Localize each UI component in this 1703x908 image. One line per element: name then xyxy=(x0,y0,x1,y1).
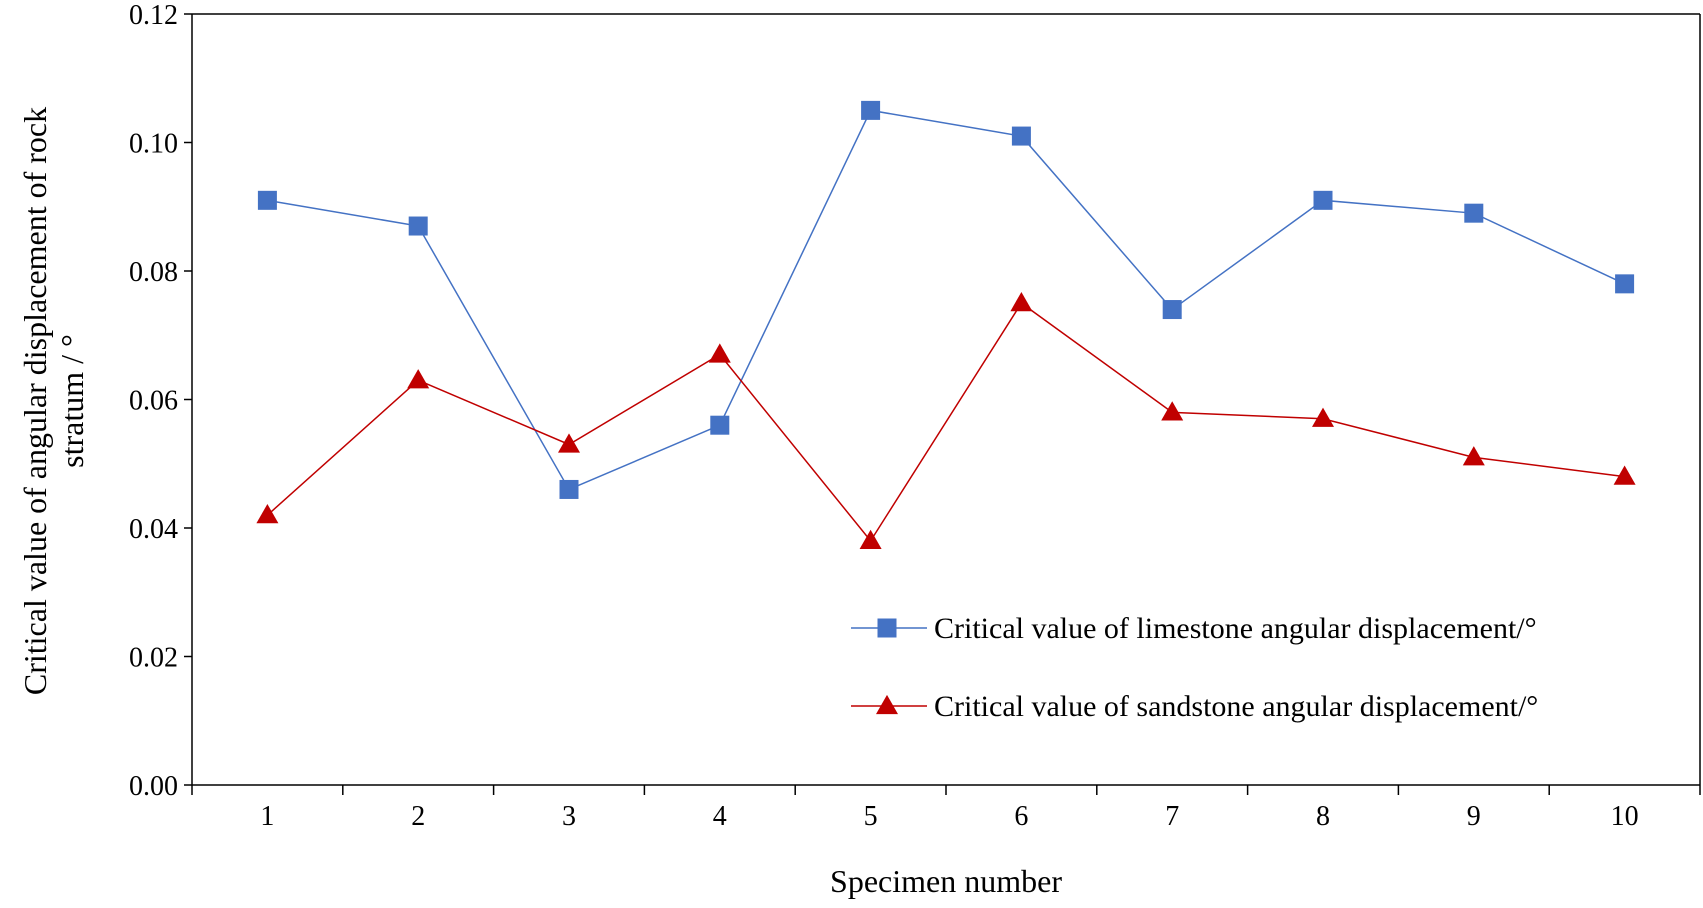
y-tick-label: 0.04 xyxy=(129,514,178,545)
series-2-point xyxy=(1010,291,1033,312)
series-2-point xyxy=(708,343,731,363)
series-1-point xyxy=(1313,190,1333,210)
x-tick-label: 7 xyxy=(1165,801,1179,832)
x-tick-label: 2 xyxy=(411,801,425,832)
x-tick-label: 1 xyxy=(260,801,274,832)
series-2-point xyxy=(407,369,430,389)
series-1-point xyxy=(408,216,428,236)
series-2-point xyxy=(1312,407,1334,427)
series-1-point xyxy=(861,100,881,120)
series-1-point xyxy=(1464,203,1484,223)
series-2-point xyxy=(859,529,882,549)
series-1-point xyxy=(1162,300,1182,320)
series-2-point xyxy=(1613,465,1636,485)
y-tick-label: 0.08 xyxy=(129,257,178,288)
x-tick-label: 9 xyxy=(1467,801,1481,832)
series-line xyxy=(266,302,1625,543)
series-1-point xyxy=(1011,126,1031,146)
x-axis-title: Specimen number xyxy=(830,863,1062,899)
y-axis-title: Critical value of angular displacement o… xyxy=(17,107,90,695)
x-axis-ticks: 1 2 3 4 5 6 7 8 9 10 xyxy=(191,785,1701,832)
series-1-point xyxy=(559,479,579,499)
y-tick-label: 0.10 xyxy=(129,129,178,160)
series-2 xyxy=(256,291,1636,549)
x-tick-label: 8 xyxy=(1316,801,1330,832)
series-1-point xyxy=(257,190,277,210)
y-tick-label: 0.12 xyxy=(129,0,178,31)
legend-label: Critical value of limestone angular disp… xyxy=(934,612,1537,645)
series-line xyxy=(267,109,1625,491)
y-axis-ticks: 0.00 0.02 0.04 0.06 0.08 0.10 0.12 xyxy=(129,0,192,802)
x-tick-label: 5 xyxy=(864,801,878,832)
series-2-point xyxy=(256,503,279,524)
series-layer xyxy=(256,100,1636,549)
y-axis-title-line-2: stratum / ° xyxy=(54,334,90,468)
series-1-point xyxy=(710,415,730,435)
legend-label: Critical value of sandstone angular disp… xyxy=(934,690,1538,723)
series-1-point xyxy=(1615,274,1635,294)
series-2-point xyxy=(1161,401,1184,421)
legend: Critical value of limestone angular disp… xyxy=(851,612,1538,723)
y-tick-label: 0.00 xyxy=(129,771,178,802)
series-1 xyxy=(257,100,1635,499)
y-axis-title-line-1: Critical value of angular displacement o… xyxy=(17,107,53,695)
plot-frame xyxy=(191,13,1701,786)
x-tick-label: 3 xyxy=(562,801,576,832)
y-tick-label: 0.02 xyxy=(129,643,178,674)
legend-marker xyxy=(877,618,897,638)
series-2-point xyxy=(1462,446,1485,466)
y-tick-label: 0.06 xyxy=(129,386,178,417)
x-tick-label: 6 xyxy=(1014,801,1028,832)
legend-item-1: Critical value of limestone angular disp… xyxy=(851,612,1537,645)
x-tick-label: 10 xyxy=(1611,801,1639,832)
legend-marker xyxy=(876,694,898,715)
x-tick-label: 4 xyxy=(713,801,727,832)
legend-item-2: Critical value of sandstone angular disp… xyxy=(851,690,1538,723)
series-2-point xyxy=(558,433,580,453)
